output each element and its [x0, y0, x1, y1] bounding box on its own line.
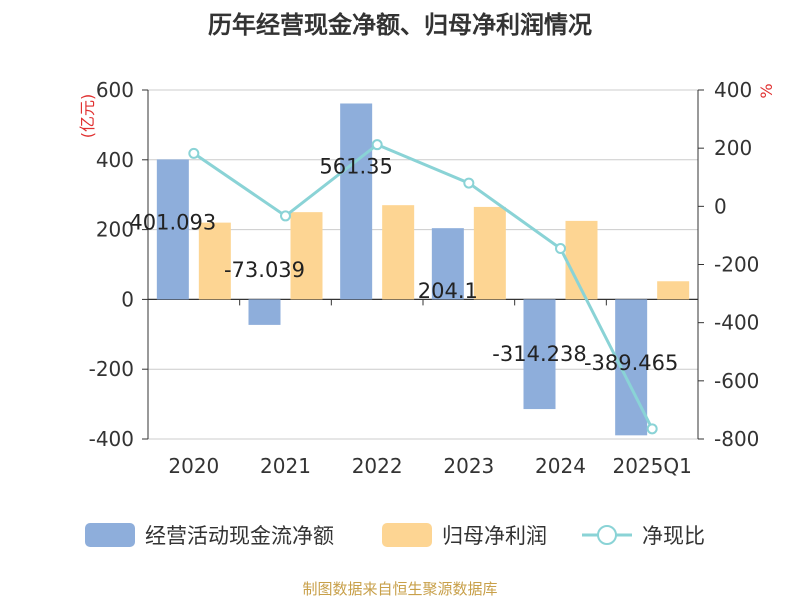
x-tick-label: 2021 — [260, 454, 311, 478]
ratio-point — [188, 147, 200, 159]
left-tick-label: 0 — [121, 287, 134, 311]
grid-lines — [148, 89, 698, 440]
axes — [142, 89, 704, 440]
right-tick-label: -800 — [714, 427, 759, 451]
right-tick-label: -600 — [714, 369, 759, 393]
legend-swatch-cashflow — [85, 523, 135, 547]
ratio-point — [371, 139, 383, 151]
left-axis-unit: (亿元) — [78, 94, 97, 139]
x-tick-label: 2025Q1 — [612, 454, 691, 478]
ratio-line — [188, 139, 658, 435]
cashflow-data-label: 561.35 — [319, 154, 392, 178]
x-tick-label: 2023 — [443, 454, 494, 478]
cashflow-bar — [523, 299, 556, 410]
legend-label-profit: 归母净利润 — [442, 524, 547, 548]
cashflow-data-label: 204.1 — [418, 279, 478, 303]
legend-marker-ratio — [597, 525, 617, 545]
ratio-line-path — [192, 142, 654, 430]
profit-bar — [473, 206, 506, 300]
right-tick-label: 400 — [714, 78, 752, 102]
profit-bar — [290, 212, 323, 300]
right-axis-unit: % — [757, 83, 776, 98]
x-tick-label: 2024 — [535, 454, 586, 478]
right-tick-label: -400 — [714, 311, 759, 335]
x-tick-label: 2020 — [168, 454, 219, 478]
legend-label-ratio: 净现比 — [642, 524, 705, 548]
cashflow-bar — [340, 103, 373, 300]
cashflow-data-label: -73.039 — [224, 258, 305, 282]
bars — [156, 103, 690, 436]
ratio-point — [646, 423, 658, 435]
profit-bar — [565, 220, 598, 300]
left-tick-label: 600 — [96, 78, 134, 102]
profit-bar — [198, 222, 231, 300]
ratio-point — [280, 210, 291, 222]
right-tick-label: 0 — [714, 194, 727, 218]
left-tick-label: 400 — [96, 148, 134, 172]
ratio-point — [463, 177, 475, 189]
cashflow-bar — [431, 228, 464, 300]
profit-bar — [382, 205, 415, 300]
data-labels: 401.093 -73.039 561.35 204.1 -314.238-389.46… — [129, 154, 678, 375]
right-tick-label: -200 — [714, 253, 759, 277]
cashflow-bar — [156, 159, 189, 300]
cashflow-data-label: -314.238 — [492, 342, 586, 366]
cashflow-data-label: -389.465 — [584, 351, 678, 375]
tick-labels: 600 400 200 0 -200 -400 400 200 0 -200 -400 -600 -80… — [78, 78, 776, 478]
chart-title: 历年经营现金净额、归母净利润情况 — [208, 11, 592, 39]
left-tick-label: -400 — [89, 427, 134, 451]
legend-swatch-profit — [382, 523, 432, 547]
cashflow-bar — [248, 299, 281, 325]
legend: 经营活动现金流净额 归母净利润 净现比 — [85, 523, 705, 548]
profit-bar — [657, 281, 690, 300]
cashflow-data-label: 401.093 — [129, 210, 216, 234]
legend-label-cashflow: 经营活动现金流净额 — [145, 524, 334, 548]
ratio-point — [555, 243, 566, 255]
left-tick-label: 200 — [96, 218, 134, 242]
source-note: 制图数据来自恒生聚源数据库 — [302, 580, 498, 598]
right-tick-label: 200 — [714, 136, 752, 160]
x-tick-label: 2022 — [352, 454, 403, 478]
left-tick-label: -200 — [89, 357, 134, 381]
